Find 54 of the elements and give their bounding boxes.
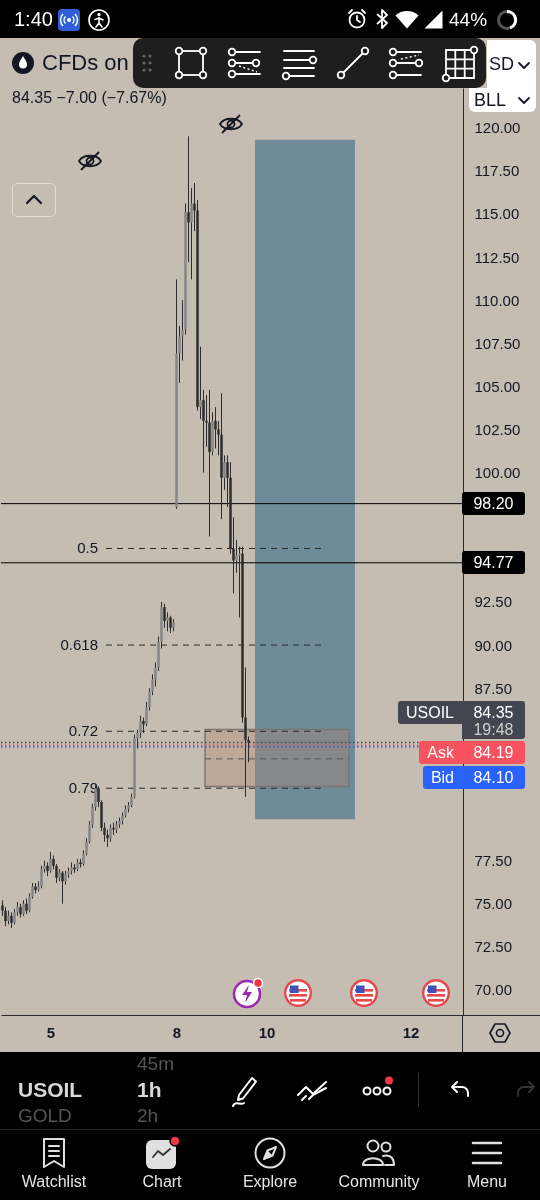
text: USOIL <box>18 1078 83 1102</box>
y-tick-label: 75.00 <box>474 895 513 913</box>
text: Chart <box>142 1173 182 1191</box>
text: Menu <box>466 1173 508 1191</box>
annotation: 0.5 <box>77 539 98 557</box>
x-tick-label: 8 <box>172 1023 182 1041</box>
price-tag: 94.77 <box>462 551 525 575</box>
annotation: 0.618 <box>60 636 98 654</box>
candlestick <box>40 865 43 889</box>
annotation: 0.79 <box>68 779 98 797</box>
text: GOLD <box>18 1105 72 1127</box>
text: Watchlist <box>21 1173 87 1191</box>
y-tick-label: 112.50 <box>474 248 520 266</box>
y-tick-label: 77.50 <box>474 852 513 870</box>
y-tick-label: 72.50 <box>474 938 513 956</box>
annotation: 0.72 <box>68 722 98 740</box>
y-tick-label: 92.50 <box>474 593 513 611</box>
y-tick-label: 117.50 <box>474 162 520 180</box>
y-tick-label: 110.00 <box>474 291 520 309</box>
x-tick-label: 12 <box>402 1023 420 1041</box>
candlestick <box>163 603 166 629</box>
ref-line-label: 84.10 <box>472 767 515 788</box>
price-tag: USOIL 84.35 19:48 <box>398 700 525 739</box>
y-tick-label: 87.50 <box>474 679 513 697</box>
chart-subtitle: 84.35 −7.00 (−7.67%) <box>12 89 167 107</box>
y-tick-label: 120.00 <box>474 119 521 137</box>
text: Explore <box>242 1173 298 1191</box>
ref-line-label: 84.19 <box>472 742 515 763</box>
chart-title: CFDs on <box>42 50 129 76</box>
text: 1:40 <box>14 8 53 31</box>
legend-label: 84.35 <box>472 702 515 723</box>
x-tick-label: 10 <box>258 1023 276 1041</box>
text: BLL <box>474 90 507 111</box>
y-tick-label: 70.00 <box>474 981 513 999</box>
text: 2h <box>137 1105 159 1127</box>
text: 44% <box>449 9 488 31</box>
y-tick-label: 100.00 <box>474 464 521 482</box>
y-tick-label: 102.50 <box>474 420 521 438</box>
text: 45m <box>137 1053 174 1075</box>
text: Community <box>338 1173 420 1191</box>
price-tag: 98.20 <box>462 492 525 516</box>
y-tick-label: 105.00 <box>474 377 521 395</box>
text: SD <box>489 54 515 75</box>
price-tag: Bid 84.10 <box>422 765 525 789</box>
price-tag: Ask 84.19 <box>419 740 525 764</box>
candlestick <box>187 135 190 263</box>
annotation: Bid <box>429 767 455 788</box>
y-tick-label: 115.00 <box>474 205 520 223</box>
x-tick-label: 5 <box>46 1023 56 1041</box>
text: 1h <box>137 1078 162 1102</box>
annotation: Ask <box>426 742 455 763</box>
y-tick-label: 107.50 <box>474 334 521 352</box>
y-tick-label: 90.00 <box>474 636 513 654</box>
annotation: USOIL <box>397 700 462 724</box>
